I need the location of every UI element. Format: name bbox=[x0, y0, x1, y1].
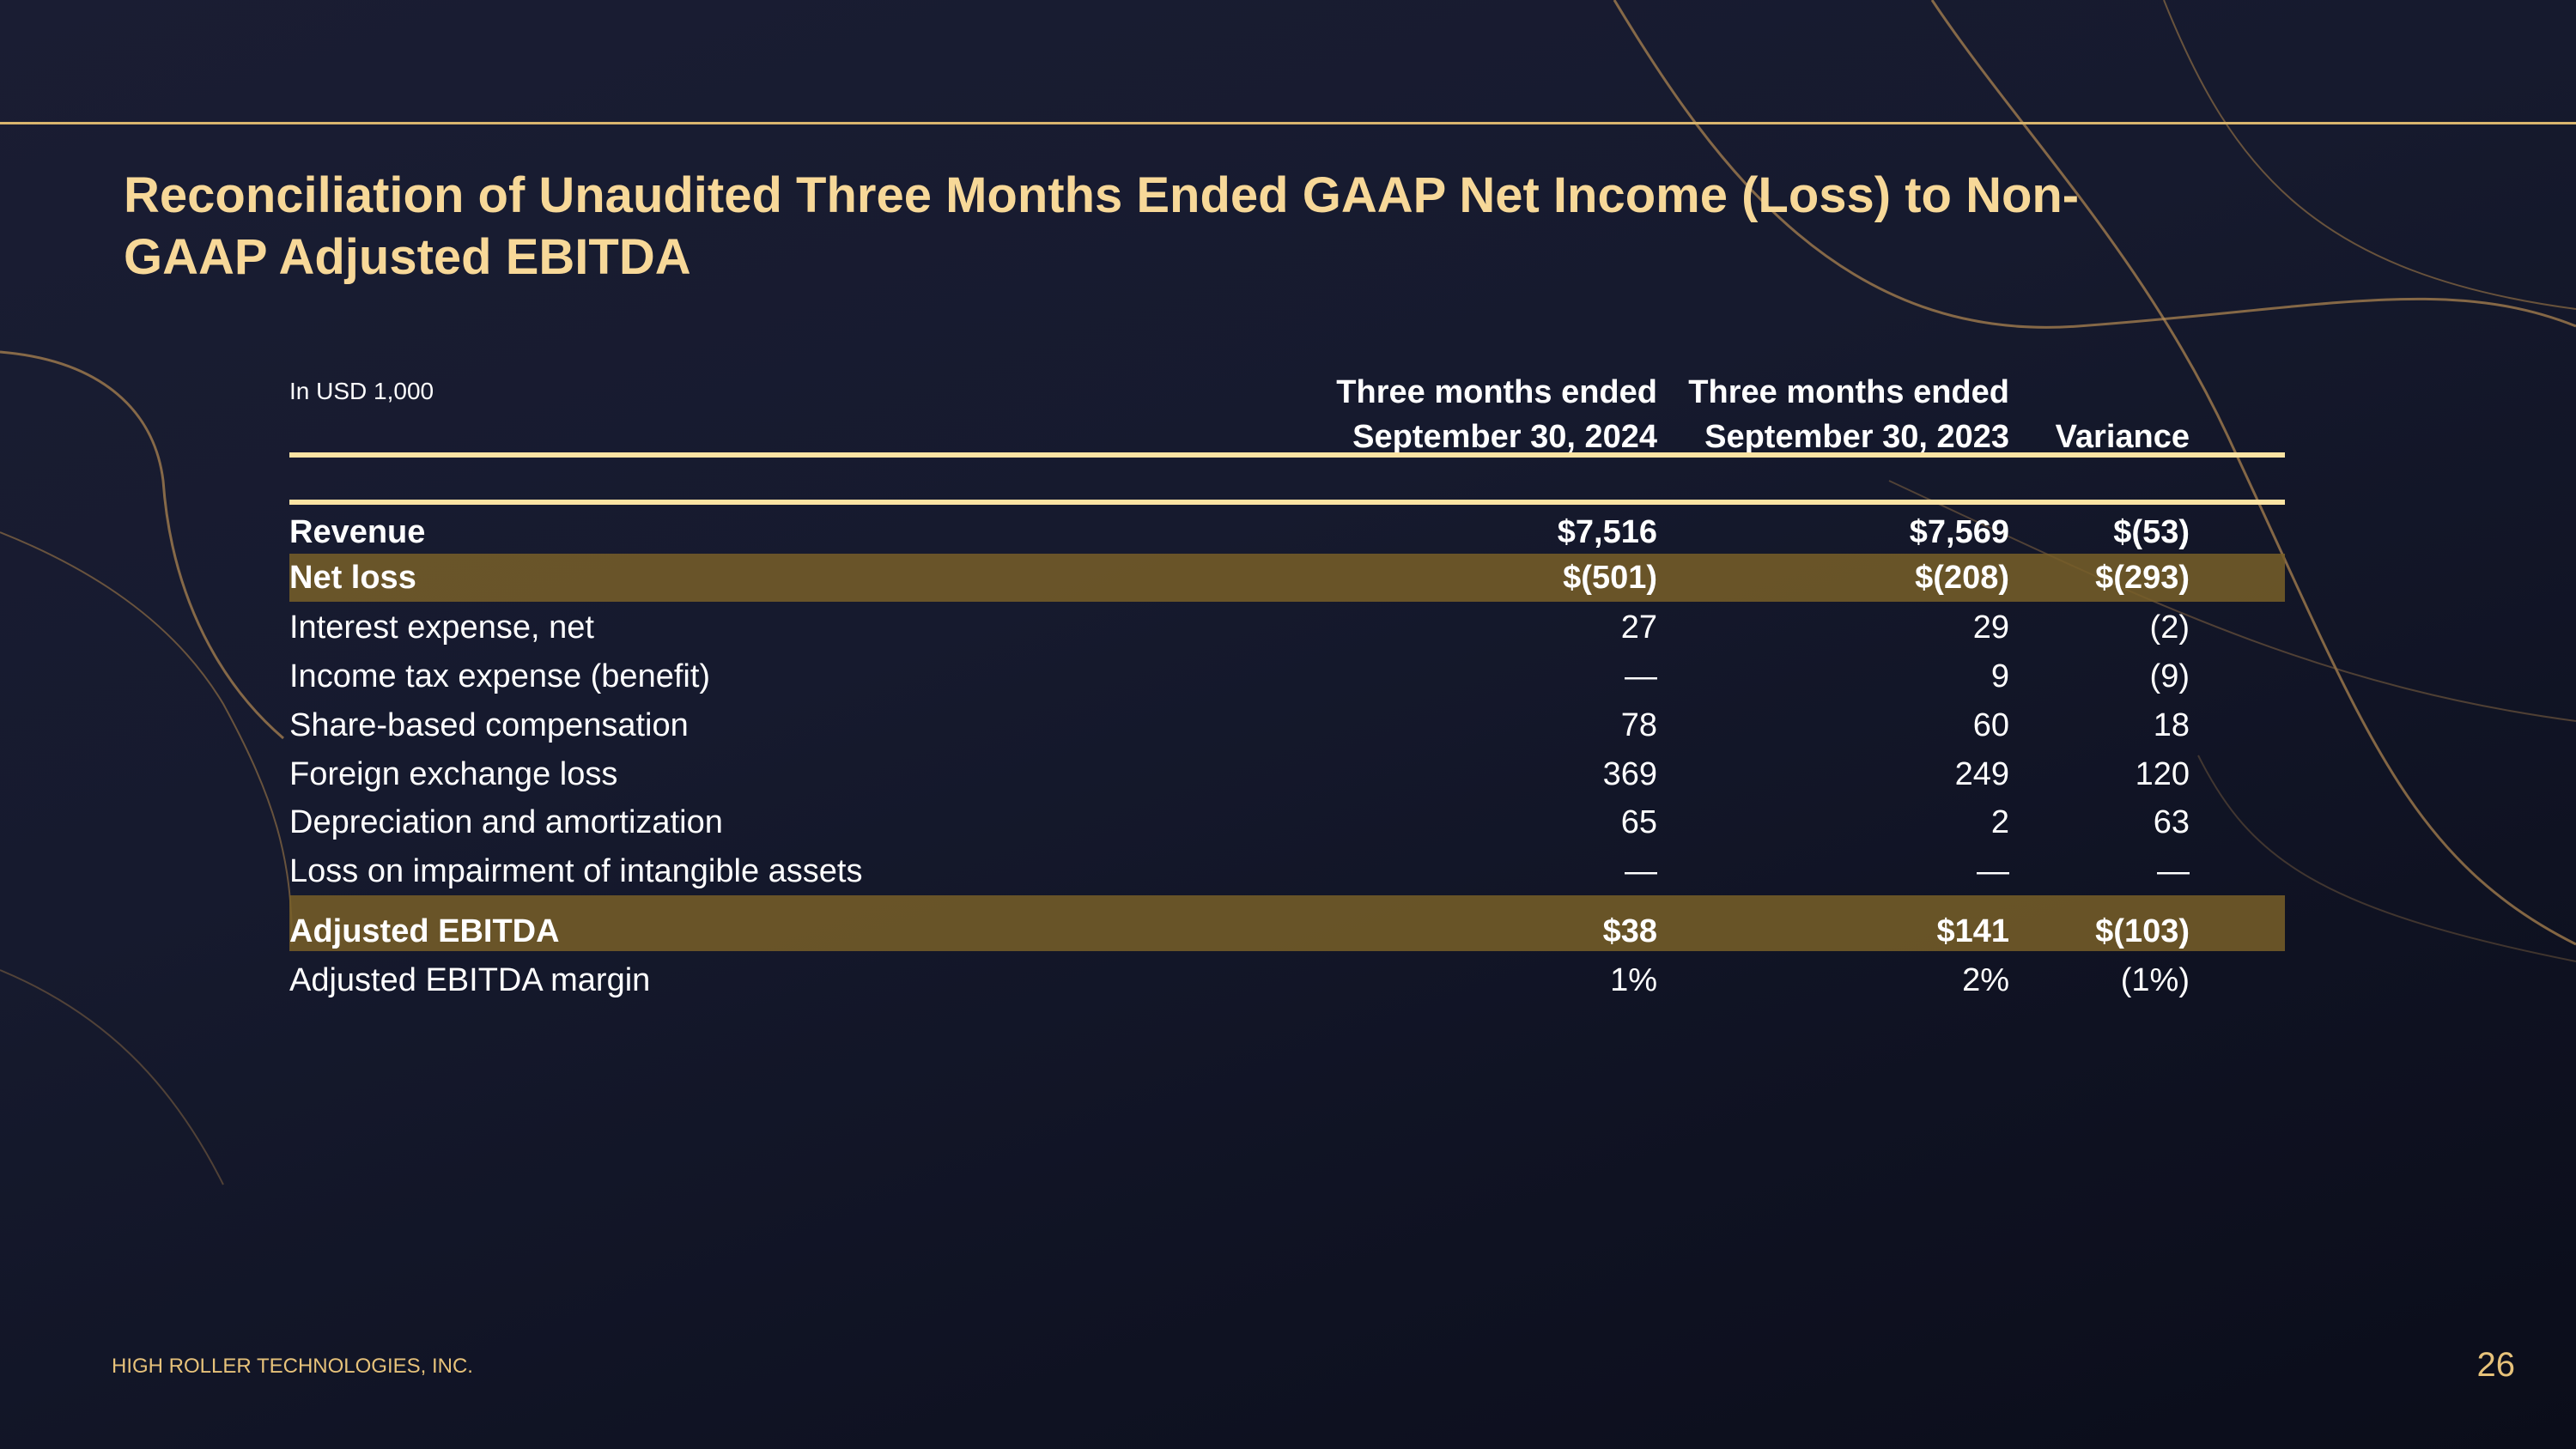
value-variance: 120 bbox=[2135, 756, 2190, 792]
value-q3-2023: $7,569 bbox=[1909, 514, 2009, 550]
value-q3-2023: 2% bbox=[1962, 962, 2009, 998]
row-label: Interest expense, net bbox=[289, 609, 594, 646]
value-variance: $(103) bbox=[2095, 913, 2190, 949]
value-q3-2023: 9 bbox=[1990, 658, 2009, 694]
column-header-variance: Variance bbox=[2056, 415, 2190, 459]
value-variance: 18 bbox=[2153, 707, 2190, 743]
row-label: Revenue bbox=[289, 514, 426, 550]
value-variance: (9) bbox=[2149, 658, 2190, 694]
net-loss-highlight bbox=[289, 554, 2285, 602]
row-label: Loss on impairment of intangible assets bbox=[289, 853, 863, 889]
table-row: Foreign exchange loss 369 249 120 bbox=[289, 750, 2285, 798]
value-variance: — bbox=[2157, 853, 2190, 889]
value-q3-2024: 27 bbox=[1620, 609, 1657, 646]
header-line2: September 30, 2024 bbox=[1352, 419, 1657, 455]
value-q3-2023: 2 bbox=[1990, 804, 2009, 840]
value-q3-2024: $38 bbox=[1602, 913, 1657, 949]
column-header-q3-2024: Three months ended September 30, 2024 bbox=[1336, 370, 1657, 459]
header-line1: Three months ended bbox=[1688, 374, 2009, 410]
row-label: Foreign exchange loss bbox=[289, 756, 618, 792]
column-header-q3-2023: Three months ended September 30, 2023 bbox=[1688, 370, 2009, 459]
value-q3-2023: 249 bbox=[1954, 756, 2009, 792]
value-q3-2024: — bbox=[1625, 658, 1657, 694]
value-q3-2023: $(208) bbox=[1915, 560, 2009, 596]
value-q3-2023: $141 bbox=[1936, 913, 2009, 949]
row-label: Adjusted EBITDA margin bbox=[289, 962, 651, 998]
header-line1: Three months ended bbox=[1336, 374, 1657, 410]
value-variance: $(53) bbox=[2113, 514, 2190, 550]
value-q3-2024: 78 bbox=[1620, 707, 1657, 743]
header-rule-bottom bbox=[289, 500, 2285, 505]
table-row: Share-based compensation 78 60 18 bbox=[289, 701, 2285, 749]
value-q3-2023: 29 bbox=[1972, 609, 2009, 646]
value-q3-2024: — bbox=[1625, 853, 1657, 889]
row-label: Adjusted EBITDA bbox=[289, 913, 560, 949]
adjusted-ebitda-highlight bbox=[289, 895, 2285, 951]
header-line2: Variance bbox=[2055, 419, 2190, 455]
value-variance: 63 bbox=[2153, 804, 2190, 840]
value-variance: (1%) bbox=[2120, 962, 2190, 998]
value-q3-2024: $7,516 bbox=[1557, 514, 1657, 550]
table-row: Adjusted EBITDA $38 $141 $(103) bbox=[289, 907, 2285, 955]
value-q3-2023: — bbox=[1977, 853, 2009, 889]
page-title: Reconciliation of Unaudited Three Months… bbox=[124, 167, 2080, 285]
table-row: Loss on impairment of intangible assets —… bbox=[289, 847, 2285, 895]
page-number: 26 bbox=[2476, 1346, 2516, 1384]
row-label: Share-based compensation bbox=[289, 707, 689, 743]
table-row: Income tax expense (benefit) — 9 (9) bbox=[289, 652, 2285, 700]
table-row: Interest expense, net 27 29 (2) bbox=[289, 603, 2285, 652]
table-row: Adjusted EBITDA margin 1% 2% (1%) bbox=[289, 956, 2285, 1004]
company-name: HIGH ROLLER TECHNOLOGIES, INC. bbox=[112, 1355, 473, 1378]
value-q3-2024: 1% bbox=[1610, 962, 1657, 998]
row-label: Depreciation and amortization bbox=[289, 804, 723, 840]
value-variance: $(293) bbox=[2095, 560, 2190, 596]
row-label: Income tax expense (benefit) bbox=[289, 658, 711, 694]
header-line2: September 30, 2023 bbox=[1704, 419, 2009, 455]
value-q3-2024: $(501) bbox=[1563, 560, 1657, 596]
value-variance: (2) bbox=[2149, 609, 2190, 646]
unit-note: In USD 1,000 bbox=[289, 378, 434, 404]
header-rule-top bbox=[289, 452, 2285, 458]
top-divider bbox=[0, 122, 2576, 124]
table-row: Revenue $7,516 $7,569 $(53) bbox=[289, 508, 2285, 556]
row-label: Net loss bbox=[289, 560, 416, 596]
value-q3-2024: 369 bbox=[1602, 756, 1657, 792]
table-row: Depreciation and amortization 65 2 63 bbox=[289, 798, 2285, 846]
value-q3-2023: 60 bbox=[1972, 707, 2009, 743]
table-row: Net loss $(501) $(208) $(293) bbox=[289, 554, 2285, 602]
value-q3-2024: 65 bbox=[1620, 804, 1657, 840]
